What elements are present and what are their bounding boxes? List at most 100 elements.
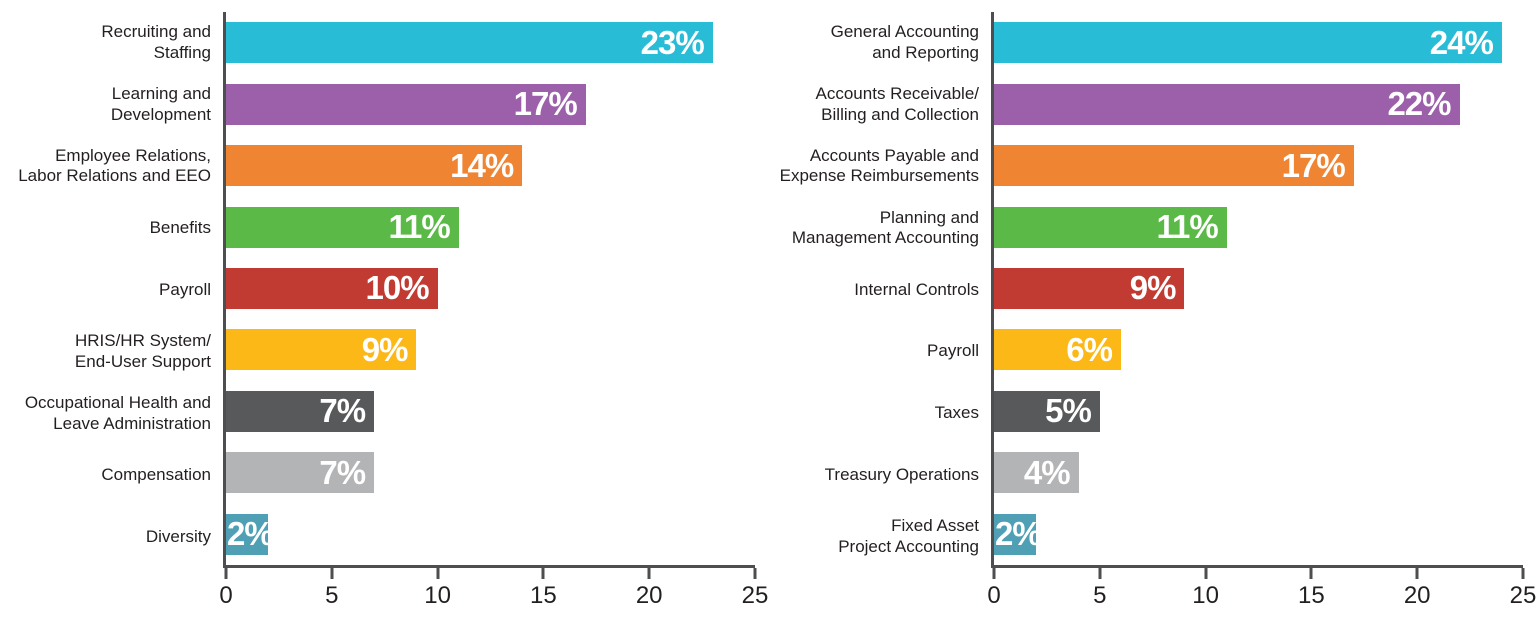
bar-value-label: 17% bbox=[513, 85, 578, 123]
category-label-general-accounting-and-reporting: General Accounting and Reporting bbox=[830, 22, 979, 62]
category-label-internal-controls: Internal Controls bbox=[854, 279, 979, 299]
bar-value-label: 11% bbox=[1156, 208, 1219, 246]
plot-area: 24% 22% 17% 11% 9% 6% 5% 4% 2% bbox=[991, 12, 1523, 568]
bar-row: 9% bbox=[994, 258, 1523, 319]
category-label-recruiting-and-staffing: Recruiting and Staffing bbox=[101, 22, 211, 62]
x-axis-tick-label: 20 bbox=[635, 582, 663, 609]
hr-functions-chart: Recruiting and Staffing Learning and Develo… bbox=[0, 12, 768, 614]
bar-value-label: 2% bbox=[227, 515, 274, 553]
bar-row: 7% bbox=[226, 381, 755, 442]
bar-row: 11% bbox=[994, 196, 1523, 257]
bar-row: 22% bbox=[994, 73, 1523, 134]
category-label-occupational-health-and-leave-administration: Occupational Health and Leave Administrat… bbox=[24, 392, 211, 433]
x-axis-tick-label: 20 bbox=[1403, 582, 1431, 609]
bar-row: 5% bbox=[994, 381, 1523, 442]
x-axis: 0 5 10 15 20 25 bbox=[219, 568, 768, 614]
bar-treasury-operations: 4% bbox=[994, 452, 1079, 494]
bar-row: 14% bbox=[226, 135, 755, 196]
category-label-taxes: Taxes bbox=[934, 403, 979, 423]
category-label-benefits: Benefits bbox=[149, 217, 211, 237]
bar-value-label: 10% bbox=[365, 269, 430, 307]
x-axis-tick bbox=[1098, 568, 1102, 579]
x-axis-tick bbox=[330, 568, 334, 579]
x-axis: 0 5 10 15 20 25 bbox=[987, 568, 1536, 614]
category-label-treasury-operations: Treasury Operations bbox=[824, 464, 979, 484]
bar-value-label: 22% bbox=[1387, 85, 1451, 123]
bar-row: 2% bbox=[994, 504, 1523, 565]
category-label-payroll: Payroll bbox=[927, 341, 979, 361]
bar-value-label: 2% bbox=[995, 515, 1042, 553]
bar-value-label: 23% bbox=[640, 23, 705, 61]
category-labels: Recruiting and Staffing Learning and Develo… bbox=[0, 12, 223, 568]
bar-row: 10% bbox=[226, 258, 755, 319]
bar-value-label: 11% bbox=[388, 208, 451, 246]
bar-learning-and-development: 17% bbox=[226, 83, 586, 125]
x-axis-tick-label: 5 bbox=[1093, 582, 1107, 609]
bar-value-label: 9% bbox=[1129, 269, 1177, 307]
x-axis-tick bbox=[1204, 568, 1208, 579]
bar-value-label: 5% bbox=[1045, 392, 1092, 430]
bar-internal-controls: 9% bbox=[994, 267, 1185, 309]
bar-accounts-receivable-billing-and-collection: 22% bbox=[994, 83, 1460, 125]
x-axis-tick bbox=[1415, 568, 1419, 579]
x-axis-tick bbox=[647, 568, 651, 579]
category-label-hris-hr-system-end-user-support: HRIS/HR System/End-User Support bbox=[74, 331, 211, 371]
accounting-chart-body: General Accounting and Reporting Accounts … bbox=[768, 12, 1536, 568]
category-label-accounts-payable-and-expense-reimbursements: Accounts Payable and Expense Reimbursemen… bbox=[779, 145, 979, 186]
bar-hris-hr-system-end-user-support: 9% bbox=[226, 329, 417, 371]
bar-compensation: 7% bbox=[226, 452, 375, 494]
bar-taxes: 5% bbox=[994, 390, 1100, 432]
bar-value-label: 14% bbox=[450, 146, 514, 184]
bar-row: 7% bbox=[226, 442, 755, 503]
x-axis-tick bbox=[1309, 568, 1313, 579]
x-axis-tick-label: 25 bbox=[741, 582, 769, 609]
hr-chart-body: Recruiting and Staffing Learning and Develo… bbox=[0, 12, 768, 568]
x-axis-tick-label: 10 bbox=[424, 582, 451, 609]
x-axis-tick-label: 15 bbox=[1298, 582, 1325, 609]
bar-value-label: 24% bbox=[1429, 23, 1494, 61]
bar-row: 23% bbox=[226, 12, 755, 73]
x-axis-tick bbox=[436, 568, 440, 579]
bar-value-label: 9% bbox=[361, 330, 409, 368]
x-axis-tick bbox=[753, 568, 757, 579]
bar-row: 9% bbox=[226, 319, 755, 380]
x-axis-tick-label: 25 bbox=[1509, 582, 1536, 609]
bar-benefits: 11% bbox=[226, 206, 459, 248]
x-axis-tick-label: 0 bbox=[987, 582, 1001, 609]
x-axis-tick-label: 5 bbox=[325, 582, 339, 609]
bar-row: 2% bbox=[226, 504, 755, 565]
category-label-planning-and-management-accounting: Planning and Management Accounting bbox=[791, 207, 979, 248]
category-label-employee-relations-labor-relations-and-eeo: Employee Relations, Labor Relations and E… bbox=[18, 145, 211, 186]
bar-value-label: 4% bbox=[1023, 453, 1071, 491]
bar-general-accounting-and-reporting: 24% bbox=[994, 22, 1502, 64]
bar-employee-relations-labor-relations-and-eeo: 14% bbox=[226, 145, 523, 187]
category-label-diversity: Diversity bbox=[145, 526, 211, 546]
bar-row: 11% bbox=[226, 196, 755, 257]
bar-value-label: 17% bbox=[1281, 146, 1346, 184]
bar-recruiting-and-staffing: 23% bbox=[226, 22, 713, 64]
category-label-payroll: Payroll bbox=[159, 279, 211, 299]
x-axis-tick bbox=[992, 568, 996, 579]
category-label-learning-and-development: Learning and Development bbox=[110, 83, 211, 124]
bar-row: 24% bbox=[994, 12, 1523, 73]
accounting-functions-chart: General Accounting and Reporting Accounts … bbox=[768, 0, 1536, 618]
bar-diversity: 2% bbox=[226, 513, 274, 555]
bar-value-label: 7% bbox=[319, 453, 366, 491]
category-label-fixed-asset-project-accounting: Fixed Asset Project Accounting bbox=[838, 516, 979, 557]
x-axis-tick-label: 15 bbox=[530, 582, 557, 609]
bar-payroll: 10% bbox=[226, 267, 438, 309]
x-axis-tick-label: 0 bbox=[219, 582, 233, 609]
bar-accounts-payable-and-expense-reimbursements: 17% bbox=[994, 145, 1354, 187]
plot-area: 23% 17% 14% 11% 10% 9% 7% 7% 2% bbox=[223, 12, 755, 568]
x-axis-tick-label: 10 bbox=[1192, 582, 1219, 609]
bar-row: 17% bbox=[226, 73, 755, 134]
bar-row: 4% bbox=[994, 442, 1523, 503]
category-label-accounts-receivable-billing-and-collection: Accounts Receivable/Billing and Collecti… bbox=[815, 83, 979, 124]
bar-payroll: 6% bbox=[994, 329, 1121, 371]
x-axis-tick bbox=[1521, 568, 1525, 579]
bar-fixed-asset-project-accounting: 2% bbox=[994, 513, 1042, 555]
bar-value-label: 6% bbox=[1066, 330, 1113, 368]
category-label-compensation: Compensation bbox=[101, 464, 211, 484]
category-labels: General Accounting and Reporting Accounts … bbox=[768, 12, 991, 568]
